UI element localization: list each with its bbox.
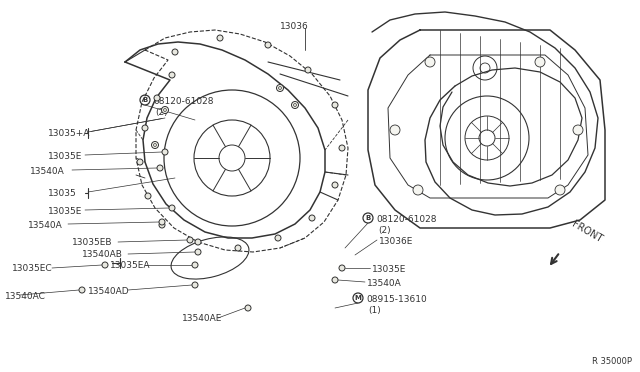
Circle shape [332, 182, 338, 188]
Text: 13540A: 13540A [367, 279, 402, 288]
Text: 13540AB: 13540AB [82, 250, 123, 259]
Circle shape [265, 42, 271, 48]
Text: R 35000P: R 35000P [592, 357, 632, 366]
Circle shape [195, 249, 201, 255]
Circle shape [137, 159, 143, 165]
Circle shape [305, 67, 311, 73]
Circle shape [235, 245, 241, 251]
Circle shape [339, 145, 345, 151]
Circle shape [332, 102, 338, 108]
Text: (1): (1) [368, 306, 381, 315]
Text: B: B [365, 215, 371, 221]
Circle shape [102, 262, 108, 268]
Text: 13035E: 13035E [48, 152, 83, 161]
Text: 13540AE: 13540AE [182, 314, 222, 323]
Circle shape [161, 106, 168, 113]
Circle shape [309, 215, 315, 221]
Text: 08915-13610: 08915-13610 [366, 295, 427, 304]
Text: 13035EB: 13035EB [72, 238, 113, 247]
Circle shape [162, 149, 168, 155]
Text: 13035: 13035 [48, 189, 77, 198]
Circle shape [275, 235, 281, 241]
Circle shape [217, 35, 223, 41]
Circle shape [169, 72, 175, 78]
Circle shape [245, 305, 251, 311]
Circle shape [413, 185, 423, 195]
Text: 13540AC: 13540AC [5, 292, 46, 301]
Text: 13540A: 13540A [28, 221, 63, 230]
Circle shape [172, 49, 178, 55]
Text: 13035+A: 13035+A [48, 129, 90, 138]
Text: 08120-61028: 08120-61028 [153, 97, 214, 106]
Circle shape [154, 95, 160, 101]
Circle shape [535, 57, 545, 67]
Text: 13035E: 13035E [48, 207, 83, 216]
Text: (2): (2) [155, 108, 168, 117]
Text: 13035EA: 13035EA [110, 261, 150, 270]
Circle shape [390, 125, 400, 135]
Circle shape [187, 237, 193, 243]
Text: 13540AD: 13540AD [88, 287, 130, 296]
Circle shape [159, 219, 165, 225]
Circle shape [339, 265, 345, 271]
Circle shape [159, 222, 165, 228]
Circle shape [573, 125, 583, 135]
Circle shape [79, 287, 85, 293]
Circle shape [142, 125, 148, 131]
Circle shape [157, 165, 163, 171]
Text: (2): (2) [378, 226, 390, 235]
Circle shape [276, 84, 284, 92]
Text: FRONT: FRONT [570, 219, 604, 244]
Text: 13036E: 13036E [379, 237, 413, 246]
Text: B: B [142, 97, 148, 103]
Circle shape [192, 262, 198, 268]
Text: 08120-61028: 08120-61028 [376, 215, 436, 224]
Circle shape [195, 239, 201, 245]
Circle shape [192, 282, 198, 288]
Circle shape [425, 57, 435, 67]
Circle shape [152, 141, 159, 148]
Circle shape [332, 277, 338, 283]
Text: 13035E: 13035E [372, 265, 406, 274]
Circle shape [555, 185, 565, 195]
Text: M: M [355, 295, 362, 301]
Text: 13035EC: 13035EC [12, 264, 52, 273]
Circle shape [291, 102, 298, 109]
Circle shape [169, 205, 175, 211]
Text: 13036: 13036 [280, 22, 308, 31]
Circle shape [145, 193, 151, 199]
Text: 13540A: 13540A [30, 167, 65, 176]
